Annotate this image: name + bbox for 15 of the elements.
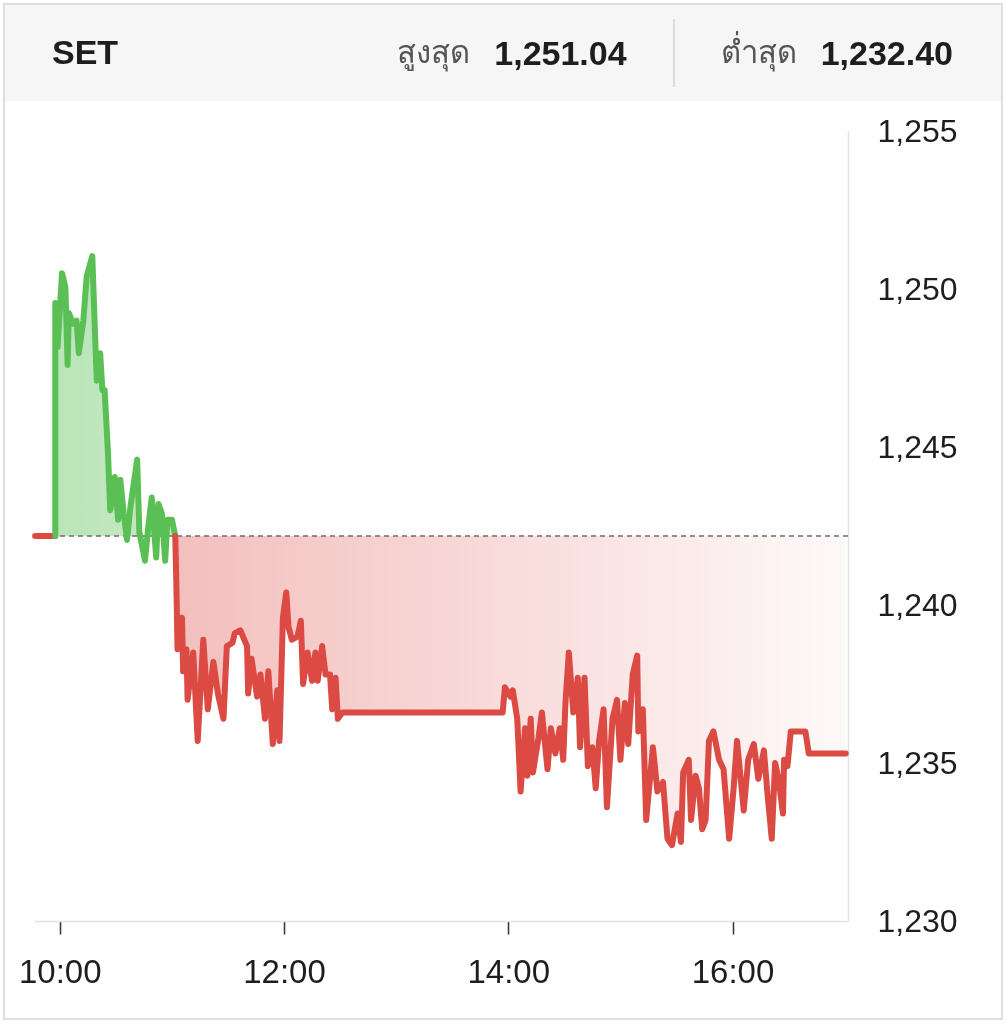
text: 1,232.40 bbox=[820, 33, 953, 73]
y-tick-label: 1,255 bbox=[877, 112, 958, 149]
y-tick-label: 1,230 bbox=[877, 902, 958, 939]
text: สูงสุด bbox=[397, 34, 471, 73]
x-tick-label: 12:00 bbox=[243, 952, 326, 990]
y-tick-label: 1,235 bbox=[877, 744, 958, 781]
y-tick-label: 1,245 bbox=[877, 428, 958, 465]
x-tick-label: 10:00 bbox=[18, 952, 102, 990]
text: ต่ำสุด bbox=[720, 33, 797, 73]
x-tick-label: 14:00 bbox=[467, 952, 551, 990]
y-tick-label: 1,250 bbox=[877, 270, 958, 307]
text: 1,251.04 bbox=[494, 33, 627, 73]
y-tick-label: 1,240 bbox=[877, 586, 958, 623]
chart-title: SET bbox=[52, 32, 119, 72]
x-tick-label: 16:00 bbox=[691, 952, 775, 990]
